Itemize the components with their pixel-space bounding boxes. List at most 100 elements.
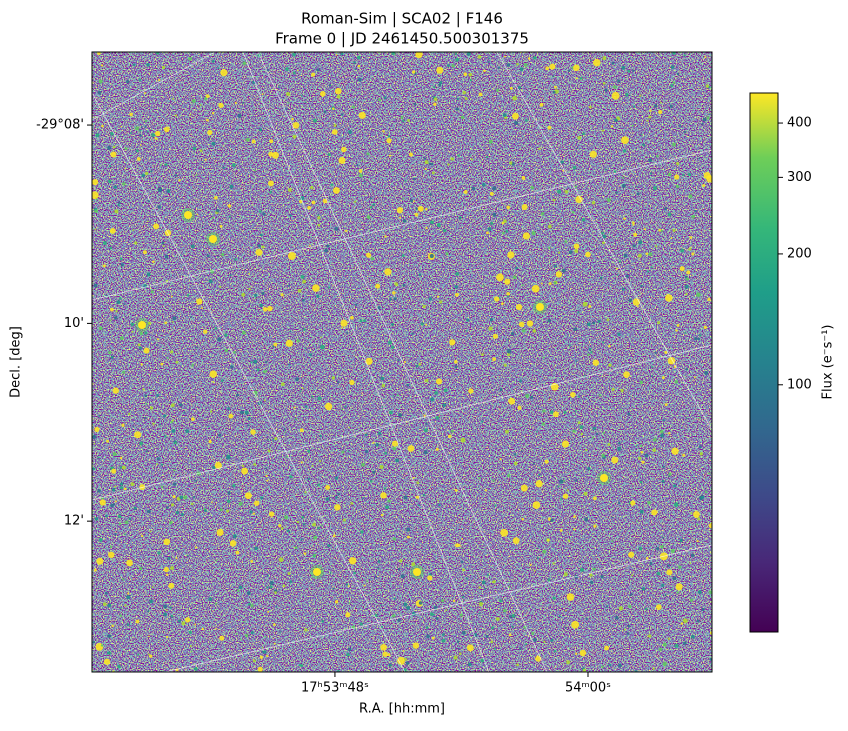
star: [329, 571, 332, 574]
star: [647, 500, 651, 505]
star: [364, 433, 368, 437]
star: [255, 248, 263, 256]
star: [469, 154, 471, 156]
star: [267, 610, 270, 613]
star: [172, 97, 175, 100]
star: [124, 147, 128, 151]
star: [698, 416, 702, 419]
star: [696, 292, 701, 298]
star: [417, 504, 420, 507]
star: [655, 604, 662, 610]
star: [216, 528, 224, 537]
star: [170, 420, 173, 424]
star: [331, 107, 335, 110]
star: [492, 333, 498, 339]
star: [675, 329, 678, 332]
star: [97, 52, 101, 55]
star: [262, 370, 266, 374]
star: [588, 105, 592, 109]
star: [143, 347, 150, 354]
x-tick-label: 54ᵐ00ˢ: [565, 681, 611, 696]
star: [165, 635, 169, 639]
star: [405, 564, 408, 567]
star: [265, 654, 269, 658]
star: [147, 653, 151, 656]
star: [673, 502, 679, 507]
star: [615, 191, 618, 194]
star: [122, 370, 126, 374]
star: [617, 446, 622, 451]
star: [454, 52, 457, 56]
star: [405, 661, 410, 665]
star: [208, 440, 212, 444]
star: [607, 442, 611, 446]
star: [424, 167, 427, 171]
star: [241, 292, 246, 297]
star: [507, 338, 509, 341]
star: [689, 598, 694, 602]
star: [282, 584, 286, 588]
star: [442, 403, 447, 408]
star: [626, 632, 630, 635]
star: [577, 311, 580, 314]
star: [653, 186, 657, 191]
star: [384, 451, 388, 455]
star: [304, 628, 308, 632]
star: [162, 245, 165, 248]
star: [219, 224, 223, 228]
star: [262, 650, 267, 654]
star: [217, 255, 219, 258]
star: [660, 545, 664, 549]
star: [481, 353, 484, 356]
star: [190, 417, 195, 422]
star: [114, 316, 118, 320]
star: [289, 214, 292, 217]
star: [118, 522, 122, 526]
star: [508, 633, 512, 637]
star: [505, 229, 509, 233]
star: [703, 171, 711, 180]
star: [504, 278, 511, 285]
star: [307, 477, 310, 481]
star: [267, 438, 269, 441]
star: [579, 560, 582, 563]
star: [157, 205, 161, 209]
star: [278, 86, 280, 89]
star: [524, 119, 528, 122]
star: [211, 59, 215, 63]
star: [217, 67, 220, 70]
star: [366, 152, 370, 156]
star: [564, 240, 568, 243]
star: [500, 528, 509, 537]
star: [689, 236, 693, 239]
star: [451, 64, 455, 68]
star: [703, 325, 707, 330]
star: [285, 108, 288, 111]
star: [174, 174, 178, 177]
star: [207, 129, 213, 136]
star: [706, 116, 710, 120]
star: [413, 102, 417, 106]
star: [628, 551, 635, 558]
star: [465, 329, 468, 332]
star: [227, 491, 231, 495]
star: [507, 251, 515, 259]
star: [589, 59, 592, 62]
star: [481, 580, 486, 585]
star: [402, 649, 405, 652]
star: [502, 231, 505, 235]
star: [499, 458, 502, 461]
star: [453, 360, 458, 364]
star: [662, 642, 667, 647]
star: [566, 489, 569, 492]
star: [228, 413, 234, 419]
star: [468, 388, 474, 394]
star: [530, 185, 535, 190]
star: [618, 260, 621, 263]
star: [369, 205, 373, 209]
star: [568, 250, 573, 255]
star: [203, 329, 208, 334]
star: [672, 142, 677, 147]
star: [312, 522, 317, 527]
star: [408, 152, 413, 157]
